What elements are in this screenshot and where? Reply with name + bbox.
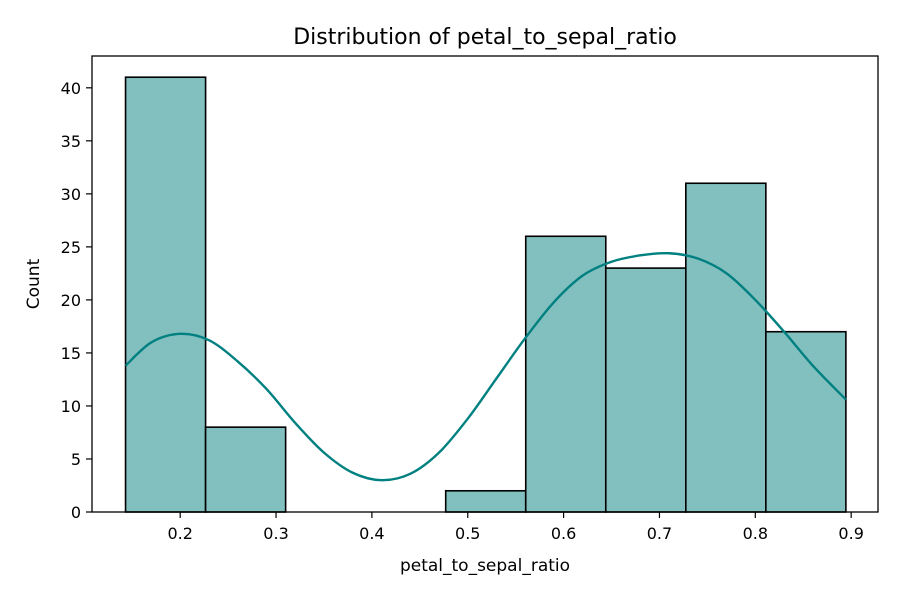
x-tick-label: 0.6 <box>551 524 576 543</box>
x-tick-label: 0.9 <box>838 524 863 543</box>
y-tick-label: 25 <box>61 238 81 257</box>
x-axis-label: petal_to_sepal_ratio <box>400 556 570 576</box>
x-tick-label: 0.4 <box>359 524 384 543</box>
y-tick-label: 35 <box>61 132 81 151</box>
histogram-bar-5 <box>524 235 607 513</box>
kde-layer <box>124 251 847 482</box>
kde-curve <box>124 251 847 482</box>
x-axis-ticks: 0.2 0.3 0.4 0.5 0.6 0.7 0.8 0.9 <box>167 512 864 543</box>
y-tick-label: 20 <box>61 291 81 310</box>
y-tick-label: 10 <box>61 397 81 416</box>
x-tick-label: 0.2 <box>167 524 192 543</box>
y-axis-ticks: 0 5 10 15 20 25 30 35 40 <box>61 79 92 522</box>
histogram-bar-7 <box>685 182 767 513</box>
histogram-bar-0 <box>124 76 207 513</box>
x-tick-label: 0.3 <box>263 524 288 543</box>
histogram-bar-6 <box>604 267 687 513</box>
histogram-bar-4 <box>444 489 527 513</box>
y-tick-label: 0 <box>71 503 81 522</box>
y-tick-label: 30 <box>61 185 81 204</box>
x-tick-label: 0.8 <box>743 524 768 543</box>
histogram-bar-8 <box>765 330 847 513</box>
x-tick-label: 0.5 <box>455 524 480 543</box>
bars-layer <box>124 76 847 513</box>
y-tick-label: 15 <box>61 344 81 363</box>
y-tick-label: 40 <box>61 79 81 98</box>
y-tick-label: 5 <box>71 450 81 469</box>
chart-title: Distribution of petal_to_sepal_ratio <box>293 25 677 50</box>
y-axis-label: Count <box>24 258 44 309</box>
x-tick-label: 0.7 <box>647 524 672 543</box>
plot-frame <box>91 55 879 513</box>
histogram-bar-1 <box>204 426 287 513</box>
